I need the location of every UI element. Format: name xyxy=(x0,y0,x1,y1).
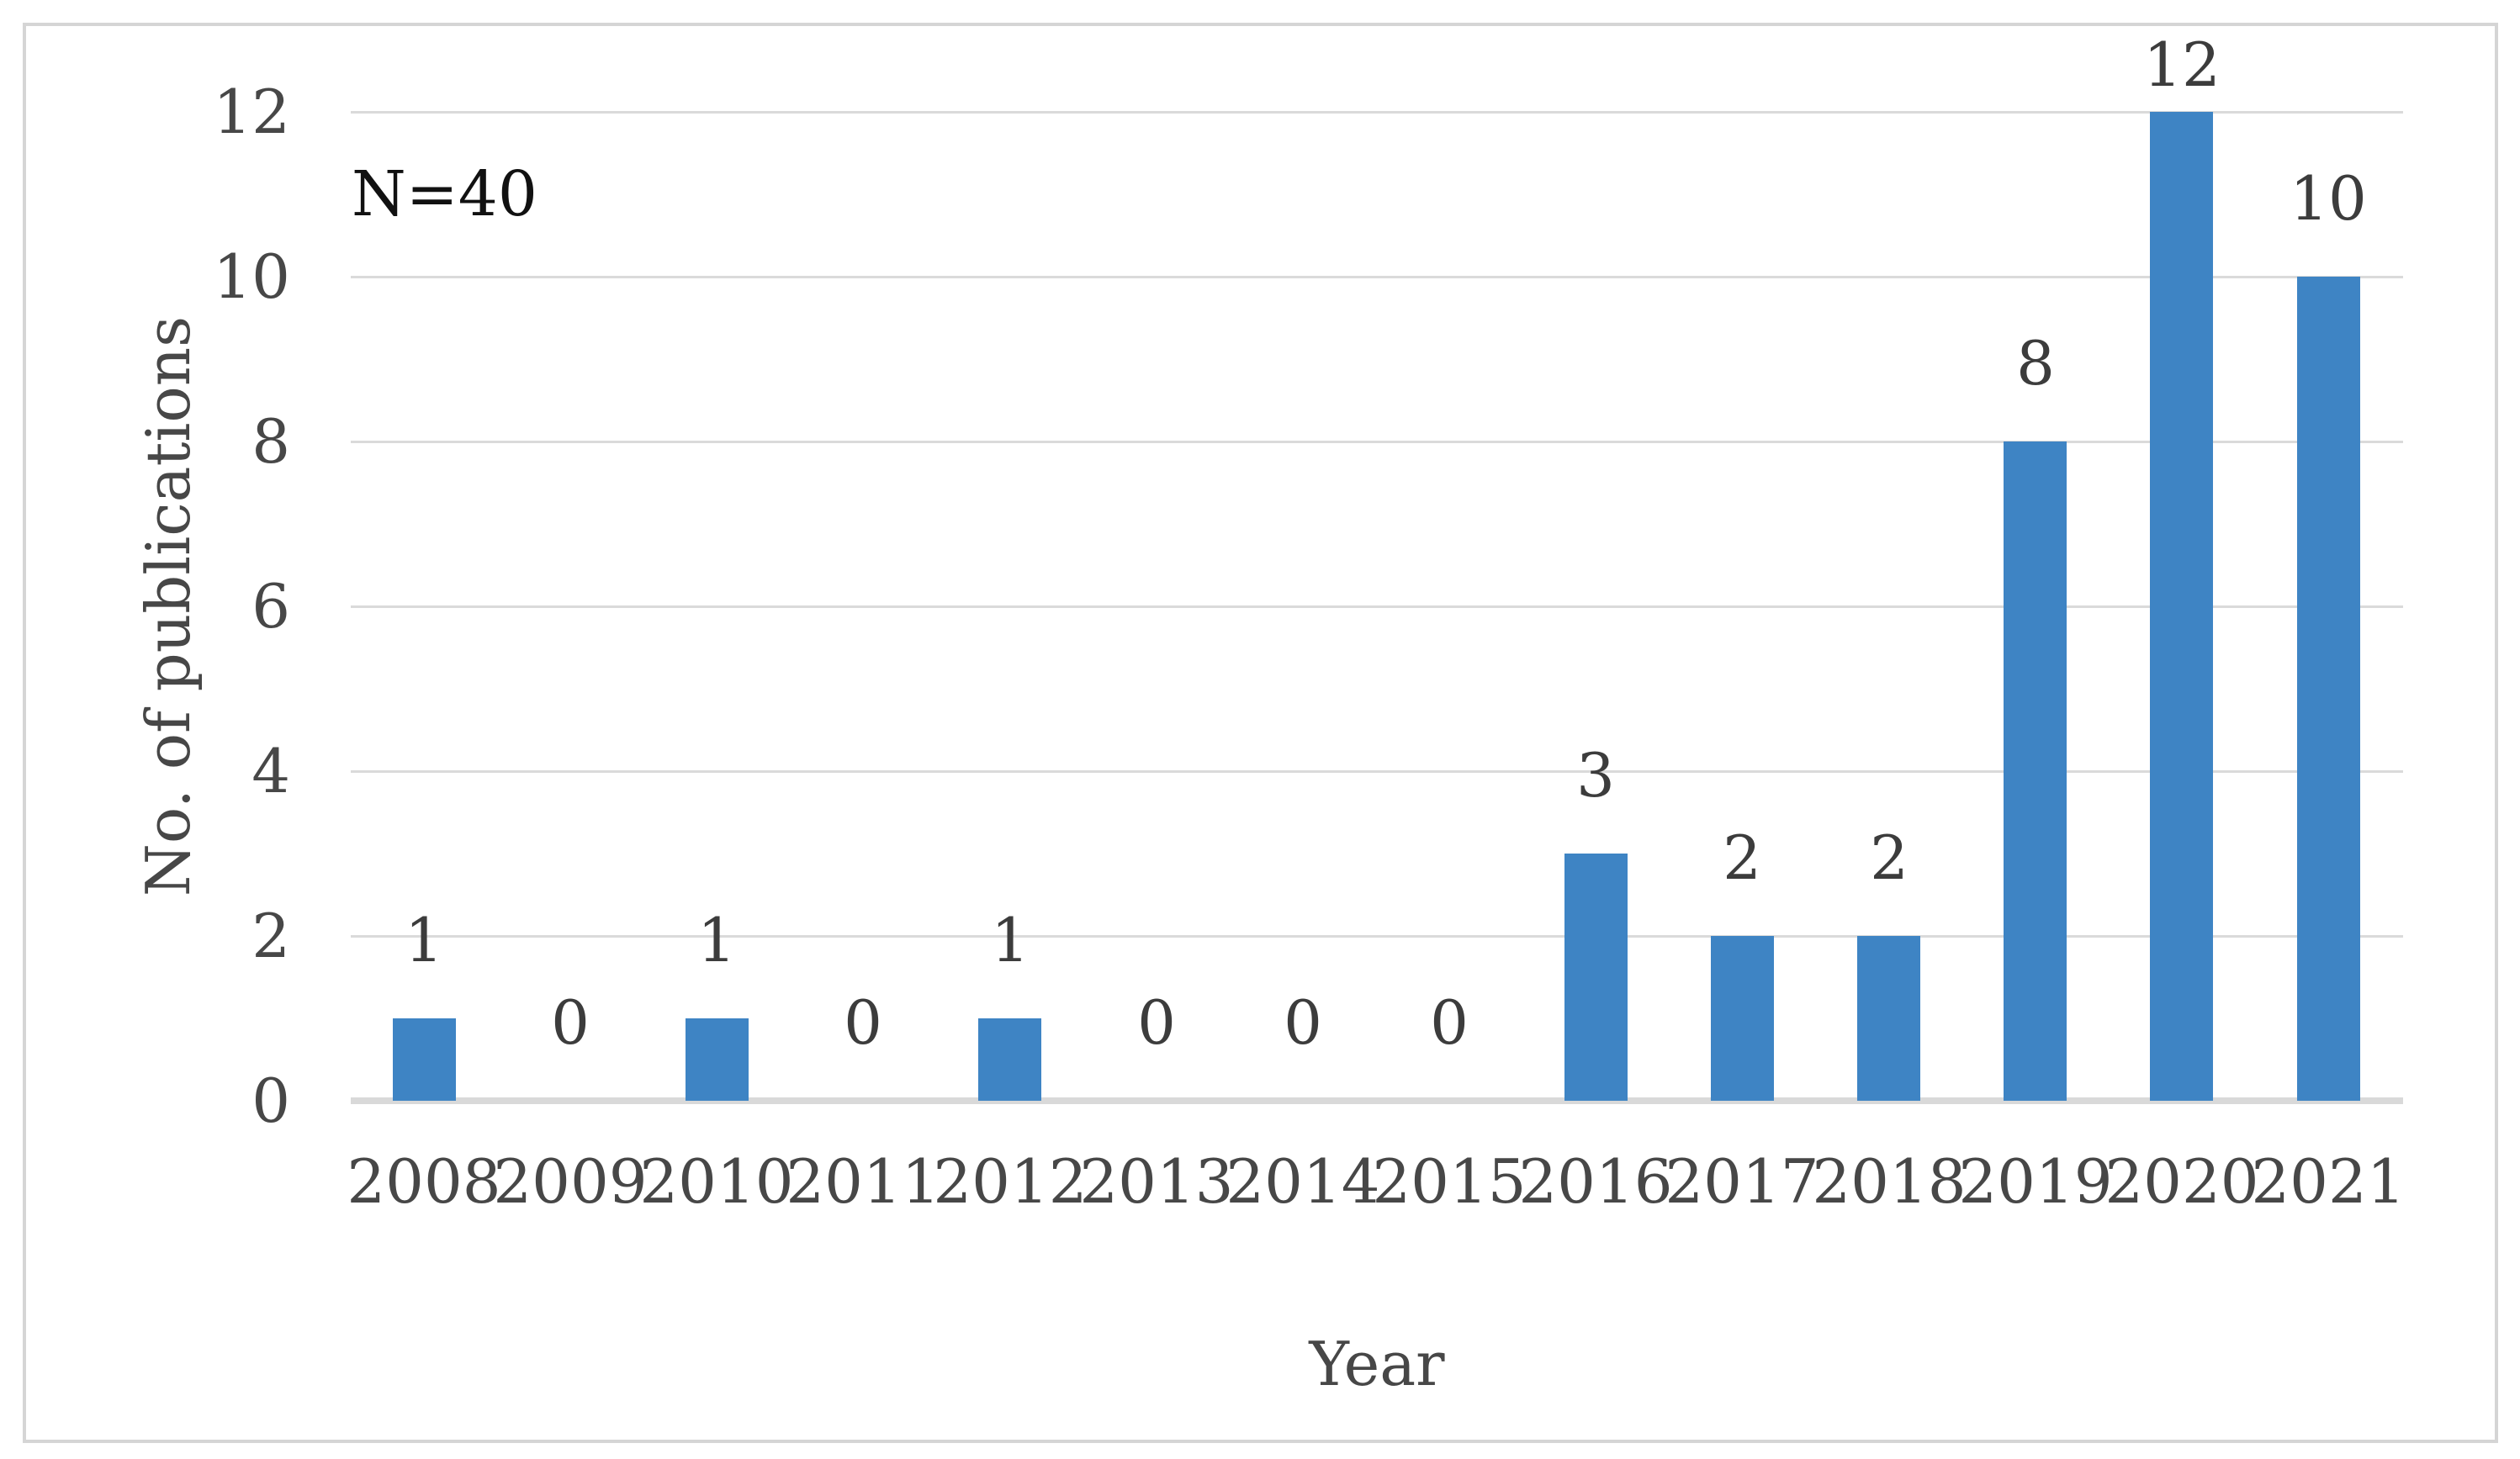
x-tick-label-2014: 2014 xyxy=(1226,1146,1380,1217)
x-tick-label-2021: 2021 xyxy=(2251,1146,2406,1217)
gridline-y-12 xyxy=(351,111,2403,114)
bar-value-label-2015: 0 xyxy=(1430,987,1469,1058)
bar-2016 xyxy=(1564,854,1628,1101)
bar-2020 xyxy=(2150,112,2213,1101)
x-tick-label-2016: 2016 xyxy=(1518,1146,1673,1217)
y-tick-label-10: 10 xyxy=(213,241,290,312)
x-axis-line xyxy=(351,1097,2403,1104)
gridline-y-10 xyxy=(351,276,2403,278)
x-tick-label-2008: 2008 xyxy=(347,1146,501,1217)
x-tick-label-2019: 2019 xyxy=(1958,1146,2113,1217)
bar-2008 xyxy=(393,1018,456,1101)
x-tick-label-2017: 2017 xyxy=(1665,1146,1819,1217)
bar-value-label-2011: 0 xyxy=(844,987,882,1058)
x-tick-label-2020: 2020 xyxy=(2104,1146,2259,1217)
bar-value-label-2009: 0 xyxy=(551,987,590,1058)
x-tick-label-2010: 2010 xyxy=(639,1146,794,1217)
x-tick-label-2011: 2011 xyxy=(786,1146,940,1217)
bar-2017 xyxy=(1711,936,1774,1101)
gridline-y-4 xyxy=(351,770,2403,773)
bar-2019 xyxy=(2004,441,2067,1101)
y-tick-label-0: 0 xyxy=(251,1065,290,1136)
bar-value-label-2008: 1 xyxy=(405,905,443,975)
bar-value-label-2016: 3 xyxy=(1576,740,1615,811)
bar-2010 xyxy=(686,1018,749,1101)
y-tick-label-6: 6 xyxy=(251,571,290,642)
bar-value-label-2021: 10 xyxy=(2290,163,2367,234)
x-tick-label-2012: 2012 xyxy=(933,1146,1088,1217)
bar-value-label-2012: 1 xyxy=(991,905,1030,975)
x-tick-label-2013: 2013 xyxy=(1079,1146,1234,1217)
y-tick-label-2: 2 xyxy=(251,901,290,971)
gridline-y-6 xyxy=(351,605,2403,608)
bar-value-label-2014: 0 xyxy=(1284,987,1322,1058)
bar-value-label-2019: 8 xyxy=(2016,328,2055,399)
bar-2012 xyxy=(978,1018,1041,1101)
bar-value-label-2013: 0 xyxy=(1137,987,1176,1058)
y-tick-label-12: 12 xyxy=(213,77,290,147)
bar-2018 xyxy=(1857,936,1920,1101)
gridline-y-2 xyxy=(351,935,2403,938)
bar-2021 xyxy=(2297,277,2360,1101)
x-tick-label-2009: 2009 xyxy=(493,1146,648,1217)
bar-value-label-2010: 1 xyxy=(697,905,736,975)
chart-frame xyxy=(23,23,2498,1443)
x-axis-title: Year xyxy=(1309,1329,1445,1399)
sample-size-annotation: N=40 xyxy=(352,158,537,230)
bar-value-label-2018: 2 xyxy=(1870,822,1909,893)
x-tick-label-2015: 2015 xyxy=(1372,1146,1527,1217)
y-tick-label-4: 4 xyxy=(251,736,290,806)
x-tick-label-2018: 2018 xyxy=(1812,1146,1967,1217)
bar-value-label-2017: 2 xyxy=(1723,822,1761,893)
y-tick-label-8: 8 xyxy=(251,406,290,477)
gridline-y-8 xyxy=(351,441,2403,443)
bar-value-label-2020: 12 xyxy=(2143,29,2221,100)
